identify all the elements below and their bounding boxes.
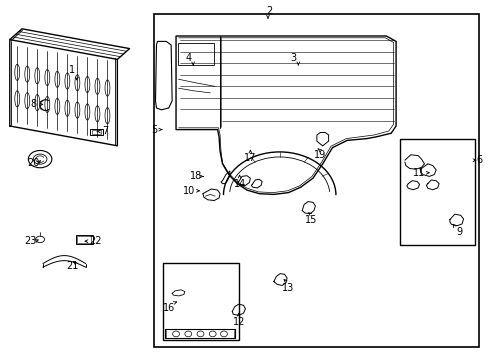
Bar [76,235,93,244]
Text: 9: 9 [456,227,462,237]
Bar [77,236,91,243]
Text: 5: 5 [151,125,157,135]
Text: 21: 21 [66,261,79,271]
Text: 22: 22 [89,236,102,246]
Text: 1: 1 [69,65,75,75]
Text: 3: 3 [290,53,296,63]
Bar [163,263,238,340]
Text: 17: 17 [244,153,256,163]
Text: 19: 19 [313,150,326,160]
Text: 4: 4 [185,53,191,63]
Text: 20: 20 [27,158,40,168]
Text: 7: 7 [102,126,108,136]
Text: 2: 2 [265,6,271,16]
Text: 15: 15 [305,215,317,225]
Text: 14: 14 [233,179,245,189]
Text: 12: 12 [233,317,245,327]
Bar [90,129,102,135]
Bar [177,43,214,65]
Bar [399,139,474,245]
Text: 18: 18 [189,171,202,181]
Text: 16: 16 [162,303,175,313]
Text: 13: 13 [282,283,294,293]
Text: 23: 23 [24,236,37,246]
Text: 6: 6 [475,155,481,165]
Text: 11: 11 [412,168,425,178]
Text: 10: 10 [183,186,195,196]
Text: 8: 8 [30,99,36,109]
Bar [154,14,478,347]
Bar [92,130,101,134]
